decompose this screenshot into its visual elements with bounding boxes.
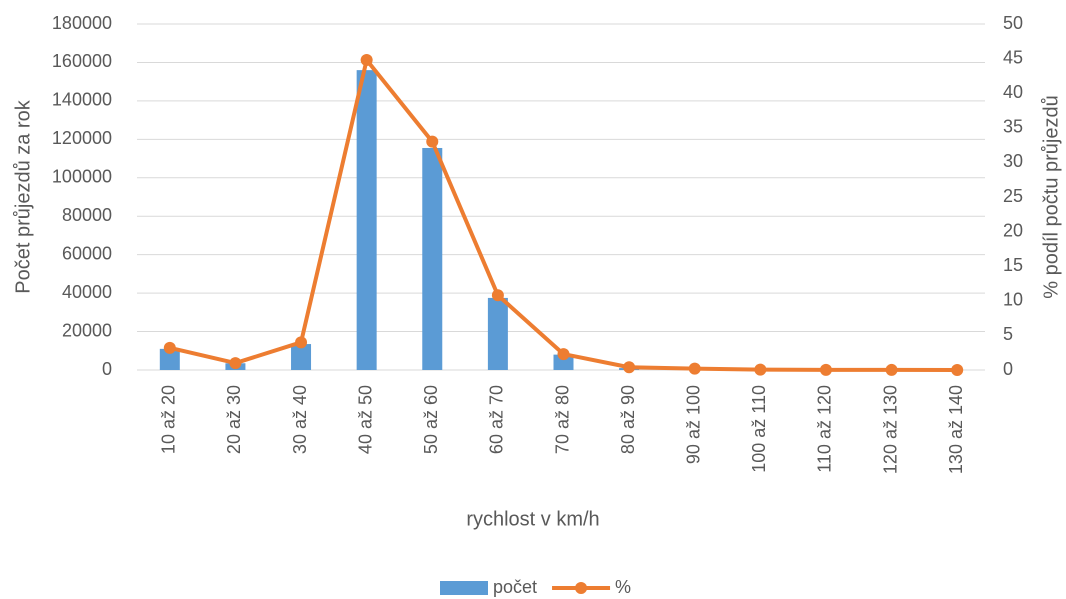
y-tick-label: 40000 (62, 282, 112, 302)
line-marker (885, 363, 898, 376)
x-tick-label: 30 až 40 (290, 385, 310, 454)
legend-swatch (440, 581, 488, 595)
line-marker (426, 135, 439, 148)
bar (159, 348, 180, 370)
line-marker (623, 361, 636, 374)
x-tick-label: 10 až 20 (159, 385, 179, 454)
line-marker (491, 289, 504, 302)
y2-tick-label: 50 (1003, 13, 1023, 33)
x-tick-label: 50 až 60 (421, 385, 441, 454)
y-tick-label: 140000 (52, 90, 112, 110)
y-tick-label: 20000 (62, 320, 112, 340)
y-tick-label: 160000 (52, 51, 112, 71)
bar (356, 70, 377, 370)
line-marker (557, 348, 570, 361)
y2-tick-label: 10 (1003, 290, 1023, 310)
line-marker (819, 363, 832, 376)
y-tick-label: 100000 (52, 167, 112, 187)
y2-tick-label: 0 (1003, 359, 1013, 379)
y2-tick-label: 35 (1003, 117, 1023, 137)
bar (291, 344, 312, 370)
y2-tick-label: 45 (1003, 47, 1023, 67)
legend-label: % (615, 577, 631, 597)
line-marker (295, 336, 308, 349)
x-tick-label: 90 až 100 (683, 385, 703, 464)
y2-tick-label: 25 (1003, 186, 1023, 206)
line-marker (754, 363, 767, 376)
bar (487, 297, 508, 370)
y2-tick-label: 40 (1003, 82, 1023, 102)
x-tick-label: 80 až 90 (618, 385, 638, 454)
line-marker (688, 362, 701, 375)
line (169, 57, 958, 372)
bar (553, 354, 574, 370)
y-tick-label: 0 (102, 359, 112, 379)
x-tick-label: 60 až 70 (487, 385, 507, 454)
bar (422, 147, 443, 370)
y-tick-label: 120000 (52, 128, 112, 148)
x-tick-label: 120 až 130 (880, 385, 900, 474)
legend-label: počet (493, 577, 537, 597)
line-marker (360, 53, 373, 66)
x-tick-label: 110 až 120 (815, 385, 835, 473)
y2-tick-label: 20 (1003, 220, 1023, 240)
x-tick-label: 70 až 80 (552, 385, 572, 454)
x-tick-label: 20 až 30 (224, 385, 244, 454)
line-marker (229, 357, 242, 370)
legend-marker (575, 582, 588, 594)
y-tick-label: 180000 (52, 13, 112, 33)
y2-tick-label: 5 (1003, 324, 1013, 344)
y-tick-label: 60000 (62, 243, 112, 263)
x-tick-label: 130 až 140 (946, 385, 966, 474)
y-axis-title: Počet průjezdů za rok (12, 99, 34, 293)
y2-axis-title: % podíl počtu průjezdů (1040, 95, 1062, 298)
x-tick-label: 40 až 50 (355, 385, 375, 454)
x-tick-label: 100 až 110 (749, 385, 769, 473)
y2-tick-label: 30 (1003, 151, 1023, 171)
y-tick-label: 80000 (62, 205, 112, 225)
line-marker (163, 341, 176, 354)
line-marker (951, 364, 964, 376)
y2-tick-label: 15 (1003, 255, 1023, 275)
x-axis-title: rychlost v km/h (466, 508, 599, 530)
